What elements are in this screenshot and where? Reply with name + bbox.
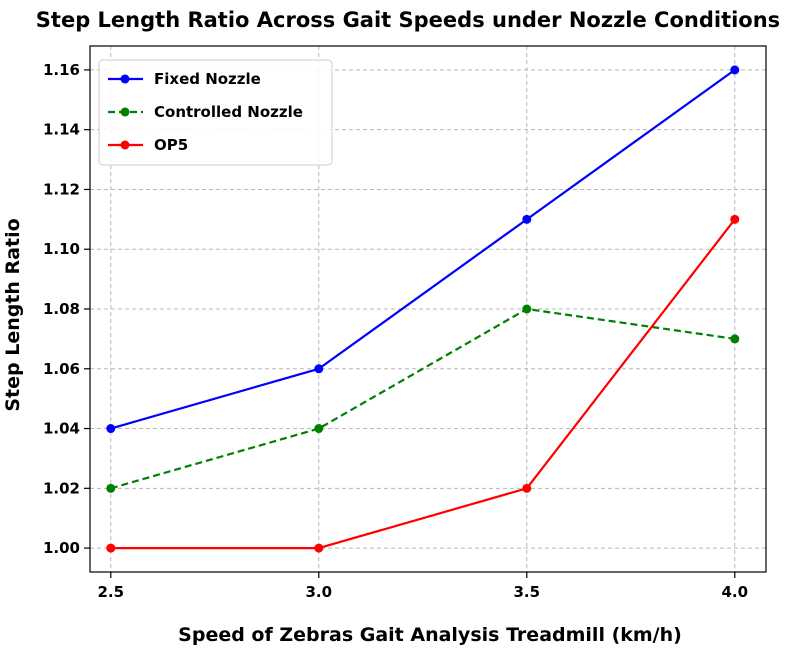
data-point bbox=[730, 334, 740, 344]
legend-box bbox=[98, 59, 333, 166]
data-point bbox=[314, 364, 324, 374]
x-tick-label: 3.5 bbox=[514, 583, 541, 601]
data-point bbox=[106, 543, 116, 553]
data-point bbox=[730, 214, 740, 224]
data-point bbox=[314, 543, 324, 553]
y-tick-label: 1.02 bbox=[43, 479, 80, 497]
y-tick-label: 1.06 bbox=[43, 360, 80, 378]
y-tick-label: 1.10 bbox=[43, 240, 80, 258]
y-axis-label: Step Length Ratio bbox=[2, 218, 24, 411]
data-point bbox=[522, 483, 532, 493]
legend-label: Controlled Nozzle bbox=[154, 103, 303, 121]
legend-item: Controlled Nozzle bbox=[108, 103, 303, 121]
x-tick-label: 3.0 bbox=[306, 583, 333, 601]
series-fixed-nozzle bbox=[106, 65, 740, 434]
axis-ticks: 2.5 3.0 3.5 4.0 1.00 1.02 1.04 1.06 1.08 1.10 1.12… bbox=[43, 61, 748, 601]
y-tick-label: 1.12 bbox=[43, 180, 80, 198]
y-tick-label: 1.04 bbox=[43, 420, 80, 438]
series-line bbox=[110, 69, 736, 430]
y-tick-label: 1.14 bbox=[43, 121, 80, 139]
series-layer bbox=[106, 65, 740, 553]
series-controlled-nozzle bbox=[106, 304, 740, 493]
legend-label: OP5 bbox=[154, 136, 188, 154]
series-op5 bbox=[106, 214, 740, 553]
data-point bbox=[314, 424, 324, 434]
data-point bbox=[522, 214, 532, 224]
legend-swatch-marker bbox=[120, 74, 130, 84]
legend-swatch-marker bbox=[120, 107, 130, 117]
data-point bbox=[522, 304, 532, 314]
y-tick-label: 1.16 bbox=[43, 61, 80, 79]
legend-swatch-marker bbox=[120, 140, 130, 150]
data-point bbox=[106, 424, 116, 434]
legend: Fixed Nozzle Controlled Nozzle OP5 bbox=[98, 59, 333, 166]
legend-item: OP5 bbox=[108, 136, 188, 154]
y-tick-label: 1.08 bbox=[43, 300, 80, 318]
x-tick-label: 2.5 bbox=[98, 583, 125, 601]
legend-label: Fixed Nozzle bbox=[154, 70, 261, 88]
x-axis-label: Speed of Zebras Gait Analysis Treadmill … bbox=[178, 624, 682, 646]
x-tick-label: 4.0 bbox=[722, 583, 749, 601]
data-point bbox=[730, 65, 740, 75]
legend-item: Fixed Nozzle bbox=[108, 70, 261, 88]
chart-title: Step Length Ratio Across Gait Speeds und… bbox=[36, 8, 780, 32]
data-point bbox=[106, 483, 116, 493]
series-line bbox=[110, 307, 735, 490]
series-line bbox=[110, 218, 736, 550]
y-tick-label: 1.00 bbox=[43, 539, 80, 557]
